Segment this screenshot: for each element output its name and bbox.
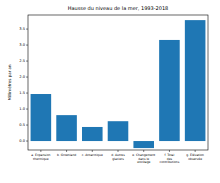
y-tick-label: 2.5 [19,59,25,63]
x-tick-label-line: thermique [33,157,49,161]
x-tick-label: f. Totaldescontributions [160,153,180,164]
x-tick [92,150,93,152]
x-tick [169,150,170,152]
x-tick-label-line: stockage [137,160,151,164]
x-tick-label: g. Élévationobservée [186,153,204,161]
x-tick [143,150,144,152]
y-tick-label: 3.0 [19,43,25,47]
y-tick-label: 3.5 [19,27,25,31]
x-tick [40,150,41,152]
y-tick-label: 1.5 [19,91,25,95]
x-tick-label-line: glaciers [112,157,124,161]
x-tick-label: a. Expansionthermique [31,153,50,161]
bar [31,94,52,141]
x-tick-label-line: contributions [160,160,180,164]
x-tick-label-line: c. Antarctique [82,153,103,157]
x-tick-label: b. Groenland [57,153,76,157]
x-tick-label: d. Autresglaciers [111,153,125,161]
y-axis-label: Millimètres par an [7,64,12,101]
x-tick [118,150,119,152]
plot-frame [28,15,208,150]
bar [108,121,129,141]
y-tick-label: 1.0 [19,107,25,111]
bar [56,115,77,141]
x-tick-label-line: observée [188,157,202,161]
bar [185,20,206,141]
bar [82,127,103,141]
x-tick-label-line: b. Groenland [57,153,76,157]
chart: Hausse du niveau de la mer, 1993-2018 Mil… [0,0,220,183]
x-tick [66,150,67,152]
y-tick-label: 0.0 [19,139,25,143]
bar [133,141,154,148]
y-tick-label: 2.0 [19,75,25,79]
x-tick-label: c. Antarctique [82,153,103,157]
x-tick [195,150,196,152]
x-tick-label: e. Changementdans lestockage [132,153,156,164]
title: Hausse du niveau de la mer, 1993-2018 [68,5,169,11]
bar [159,40,180,141]
y-tick-label: 0.5 [19,123,25,127]
